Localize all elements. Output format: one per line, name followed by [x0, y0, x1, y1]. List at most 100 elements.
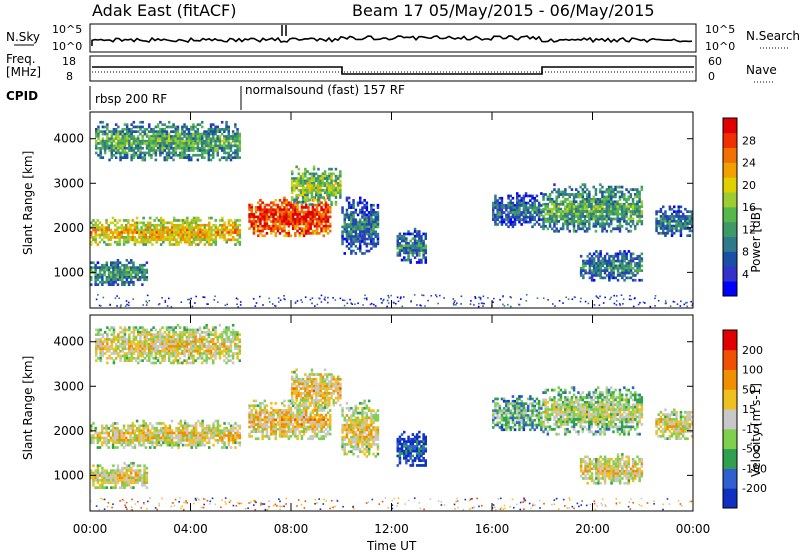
- echo-cell: [320, 206, 323, 209]
- echo-cell: [300, 217, 304, 221]
- echo-cell: [298, 220, 301, 223]
- echo-cell: [179, 228, 183, 232]
- echo-cell: [413, 251, 417, 255]
- echo-cell: [128, 128, 131, 131]
- echo-cell: [267, 224, 271, 228]
- echo-cell: [177, 233, 180, 237]
- echo-cell: [296, 220, 299, 223]
- echo-cell: [322, 406, 325, 410]
- echo-cell: [309, 423, 312, 426]
- echo-cell: [662, 224, 665, 228]
- echo-cell: [190, 240, 193, 244]
- echo-cell: [581, 220, 585, 223]
- echo-cell: [590, 202, 593, 206]
- echo-cell: [234, 221, 237, 225]
- echo-cell: [170, 441, 174, 445]
- echo-cell: [588, 224, 591, 228]
- echo-cell: [328, 182, 331, 185]
- echo-cell: [287, 210, 291, 214]
- echo-cell: [662, 215, 665, 218]
- echo-cell: [135, 426, 139, 430]
- noise-cell: [439, 294, 441, 297]
- echo-cell: [167, 132, 171, 136]
- echo-cell: [272, 208, 275, 212]
- echo-cell: [311, 232, 315, 235]
- echo-cell: [319, 182, 322, 185]
- echo-cell: [592, 217, 595, 221]
- echo-cell: [354, 211, 358, 214]
- echo-cell: [138, 263, 142, 267]
- echo-cell: [205, 436, 209, 440]
- echo-cell: [129, 431, 132, 435]
- noise-cell: [271, 303, 274, 305]
- echo-cell: [509, 206, 512, 210]
- echo-cell: [318, 404, 321, 408]
- echo-cell: [278, 416, 282, 419]
- echo-cell: [181, 231, 185, 234]
- echo-cell: [679, 217, 683, 221]
- echo-cell: [100, 231, 104, 234]
- echo-cell: [283, 227, 286, 230]
- echo-cell: [535, 211, 539, 214]
- echo-cell: [257, 420, 260, 424]
- echo-cell: [112, 278, 115, 282]
- echo-cell: [208, 429, 211, 432]
- echo-cell: [167, 120, 171, 124]
- echo-cell: [175, 443, 178, 447]
- echo-cell: [261, 432, 264, 436]
- echo-cell: [234, 142, 237, 145]
- echo-cell: [315, 189, 318, 192]
- echo-cell: [114, 422, 117, 425]
- echo-cell: [507, 218, 510, 221]
- nave-ytick-top: 60: [708, 55, 722, 68]
- echo-cell: [209, 149, 213, 152]
- power-ylabel: Slant Range [km]: [21, 151, 35, 255]
- echo-cell: [108, 144, 111, 148]
- echo-cell: [96, 439, 100, 442]
- echo-cell: [187, 137, 191, 141]
- echo-cell: [590, 215, 593, 218]
- noise-cell: [95, 298, 98, 301]
- echo-cell: [608, 271, 611, 275]
- echo-cell: [257, 437, 260, 441]
- echo-cell: [281, 229, 284, 233]
- noise-cell: [387, 294, 389, 297]
- echo-cell: [98, 271, 102, 274]
- echo-cell: [492, 204, 495, 207]
- echo-cell: [123, 123, 127, 126]
- echo-cell: [263, 406, 267, 410]
- echo-cell: [634, 212, 637, 216]
- echo-cell: [309, 210, 312, 214]
- echo-cell: [116, 231, 119, 234]
- noise-cell: [109, 304, 111, 306]
- echo-cell: [154, 149, 158, 152]
- echo-cell: [625, 207, 628, 211]
- echo-cell: [318, 437, 321, 441]
- echo-cell: [167, 125, 171, 129]
- echo-cell: [175, 238, 178, 242]
- echo-cell: [608, 274, 611, 277]
- echo-cell: [608, 257, 611, 260]
- echo-cell: [107, 280, 111, 284]
- echo-cell: [132, 146, 136, 150]
- noise-cell: [632, 305, 635, 308]
- echo-cell: [150, 144, 153, 148]
- echo-cell: [372, 218, 375, 222]
- echo-cell: [347, 201, 351, 205]
- echo-cell: [149, 238, 152, 242]
- noise-cell: [393, 302, 395, 304]
- echo-cell: [190, 144, 193, 148]
- echo-cell: [529, 194, 532, 198]
- echo-cell: [579, 185, 582, 189]
- echo-cell: [209, 132, 213, 136]
- echo-cell: [631, 278, 635, 282]
- echo-cell: [121, 268, 124, 272]
- echo-cell: [229, 429, 233, 432]
- echo-cell: [370, 211, 373, 214]
- echo-cell: [265, 432, 269, 436]
- echo-cell: [529, 211, 532, 214]
- echo-cell: [134, 125, 138, 129]
- echo-cell: [190, 243, 193, 246]
- echo-cell: [577, 224, 580, 228]
- echo-cell: [203, 431, 207, 435]
